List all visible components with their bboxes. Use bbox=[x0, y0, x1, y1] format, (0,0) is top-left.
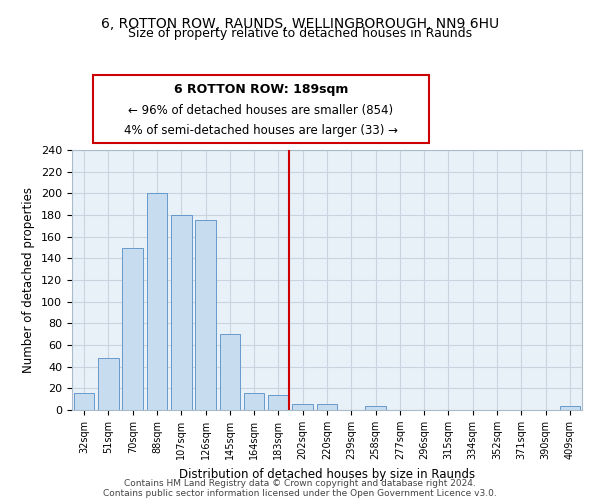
Text: 4% of semi-detached houses are larger (33) →: 4% of semi-detached houses are larger (3… bbox=[124, 124, 398, 137]
Text: Contains public sector information licensed under the Open Government Licence v3: Contains public sector information licen… bbox=[103, 488, 497, 498]
Bar bbox=[98, 358, 119, 410]
Y-axis label: Number of detached properties: Number of detached properties bbox=[22, 187, 35, 373]
Bar bbox=[560, 406, 580, 410]
Text: 6 ROTTON ROW: 189sqm: 6 ROTTON ROW: 189sqm bbox=[174, 84, 348, 96]
Text: 6, ROTTON ROW, RAUNDS, WELLINGBOROUGH, NN9 6HU: 6, ROTTON ROW, RAUNDS, WELLINGBOROUGH, N… bbox=[101, 18, 499, 32]
Bar bbox=[74, 392, 94, 410]
Bar bbox=[317, 404, 337, 410]
Text: Size of property relative to detached houses in Raunds: Size of property relative to detached ho… bbox=[128, 28, 472, 40]
Bar bbox=[171, 215, 191, 410]
X-axis label: Distribution of detached houses by size in Raunds: Distribution of detached houses by size … bbox=[179, 468, 475, 480]
Bar bbox=[220, 334, 240, 410]
Bar bbox=[268, 395, 289, 410]
Bar bbox=[122, 248, 143, 410]
Text: Contains HM Land Registry data © Crown copyright and database right 2024.: Contains HM Land Registry data © Crown c… bbox=[124, 478, 476, 488]
Bar bbox=[244, 392, 265, 410]
Bar bbox=[365, 406, 386, 410]
Text: ← 96% of detached houses are smaller (854): ← 96% of detached houses are smaller (85… bbox=[128, 104, 394, 117]
Bar bbox=[146, 194, 167, 410]
Bar bbox=[292, 404, 313, 410]
Bar bbox=[195, 220, 216, 410]
